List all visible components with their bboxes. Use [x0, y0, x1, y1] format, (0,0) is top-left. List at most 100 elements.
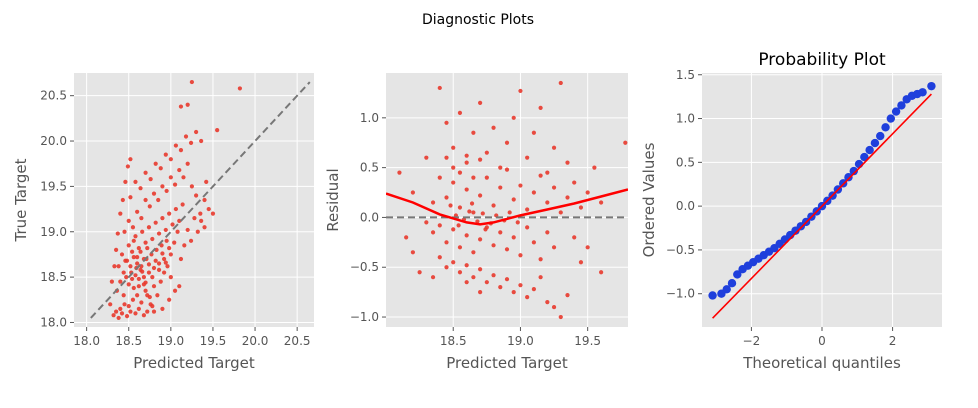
- pred-y-tick-label: 18.5: [40, 270, 67, 284]
- resid-data-point: [444, 240, 449, 245]
- resid-data-point: [471, 130, 476, 135]
- prob-data-point: [927, 81, 936, 91]
- resid-data-point: [471, 210, 476, 215]
- resid-data-point: [464, 263, 469, 268]
- pred-x-tick-label: 18.0: [73, 334, 100, 348]
- prob-x-tick-label: 0: [818, 334, 826, 348]
- figure-title: Diagnostic Plots: [422, 12, 534, 28]
- residual-panel: 18.5 19.0 19.5 −1.0 −0.5 0.0 0.5 1.0 Predicted T…: [324, 73, 628, 372]
- pred-data-point: [135, 255, 140, 260]
- resid-data-point: [478, 267, 483, 272]
- resid-data-point: [531, 130, 536, 135]
- pred-data-point: [172, 288, 178, 293]
- pred-data-point: [156, 261, 162, 266]
- pred-data-point: [163, 260, 168, 265]
- pred-data-point: [109, 279, 114, 284]
- pred-data-point: [185, 102, 190, 107]
- pred-data-point: [116, 315, 121, 321]
- resid-data-point: [525, 207, 530, 212]
- pred-data-point: [135, 261, 140, 266]
- pred-data-point: [123, 179, 128, 184]
- resid-data-point: [491, 273, 496, 278]
- pred-data-point: [148, 302, 153, 307]
- pred-data-point: [162, 270, 167, 275]
- pred-data-point: [168, 252, 173, 257]
- pred-data-point: [177, 218, 182, 223]
- resid-data-point: [478, 237, 483, 242]
- pred-data-point: [145, 293, 150, 298]
- pred-data-point: [145, 309, 150, 314]
- pred-data-point: [135, 293, 140, 298]
- pred-data-point: [118, 279, 123, 284]
- prob-data-point: [870, 138, 880, 148]
- resid-x-tick-label: 19.0: [507, 334, 534, 348]
- resid-data-point: [424, 220, 429, 225]
- pred-data-point: [126, 243, 131, 248]
- pred-data-point: [195, 229, 200, 234]
- pred-data-point: [136, 245, 141, 251]
- prob-data-point: [876, 131, 885, 141]
- pred-data-point: [202, 225, 207, 230]
- prob-data-point: [722, 285, 731, 294]
- resid-data-point: [478, 157, 483, 162]
- resid-data-point: [430, 230, 436, 235]
- pred-x-tick-label: 20.0: [242, 334, 269, 348]
- pred-data-point: [172, 240, 177, 245]
- resid-data-point: [478, 193, 483, 198]
- resid-data-point: [504, 140, 510, 145]
- resid-data-point: [430, 275, 436, 280]
- resid-data-point: [572, 235, 577, 240]
- pred-y-tick-label: 20.5: [40, 89, 67, 103]
- resid-data-point: [572, 180, 577, 185]
- resid-data-point: [457, 245, 463, 250]
- prob-x-tick-label: −2: [743, 334, 761, 348]
- pred-data-point: [122, 302, 127, 307]
- resid-data-point: [451, 260, 456, 265]
- resid-data-point: [498, 165, 503, 170]
- pred-data-point: [136, 306, 141, 311]
- pred-x-tick-label: 19.0: [157, 334, 184, 348]
- resid-data-point: [457, 110, 463, 115]
- resid-data-point: [404, 235, 409, 240]
- resid-data-point: [504, 277, 510, 282]
- pred-data-point: [135, 209, 140, 214]
- pred-data-point: [108, 302, 113, 307]
- resid-data-point: [525, 155, 530, 160]
- pred-data-point: [183, 134, 189, 139]
- resid-y-tick-label: −0.5: [350, 260, 379, 274]
- pred-data-point: [126, 218, 131, 223]
- identity-reference-line: [90, 81, 311, 319]
- resid-y-tick-label: 0.5: [360, 161, 379, 175]
- pred-data-point: [147, 204, 152, 209]
- pred-data-point: [133, 273, 138, 278]
- pred-data-point: [199, 138, 204, 144]
- resid-data-point: [531, 240, 536, 245]
- prob-y-tick-label: 1.5: [676, 68, 695, 82]
- pred-data-point: [167, 211, 172, 216]
- resid-data-point: [504, 167, 510, 172]
- pred-data-point: [112, 264, 117, 269]
- prob-x-axis-label: Theoretical quantiles: [742, 354, 901, 372]
- pred-plot-background: [74, 73, 314, 327]
- pred-data-point: [133, 311, 138, 316]
- resid-data-point: [478, 100, 483, 105]
- resid-data-point: [511, 197, 516, 202]
- resid-data-point: [565, 293, 570, 298]
- resid-data-point: [498, 230, 503, 235]
- pred-data-point: [124, 275, 129, 280]
- resid-data-point: [578, 205, 584, 210]
- prob-data-point: [844, 173, 853, 182]
- prob-y-tick-label: 0.0: [676, 199, 695, 213]
- pred-data-point: [178, 256, 184, 262]
- pred-data-point: [146, 225, 152, 230]
- resid-data-point: [511, 235, 516, 240]
- pred-data-point: [163, 227, 168, 233]
- pred-data-point: [151, 309, 157, 314]
- pred-data-point: [164, 188, 169, 194]
- resid-data-point: [518, 253, 523, 258]
- pred-data-point: [189, 79, 194, 85]
- pred-x-tick-label: 20.5: [284, 334, 311, 348]
- prob-data-point: [881, 123, 890, 132]
- prob-data-point: [733, 270, 742, 279]
- pred-data-point: [131, 238, 136, 243]
